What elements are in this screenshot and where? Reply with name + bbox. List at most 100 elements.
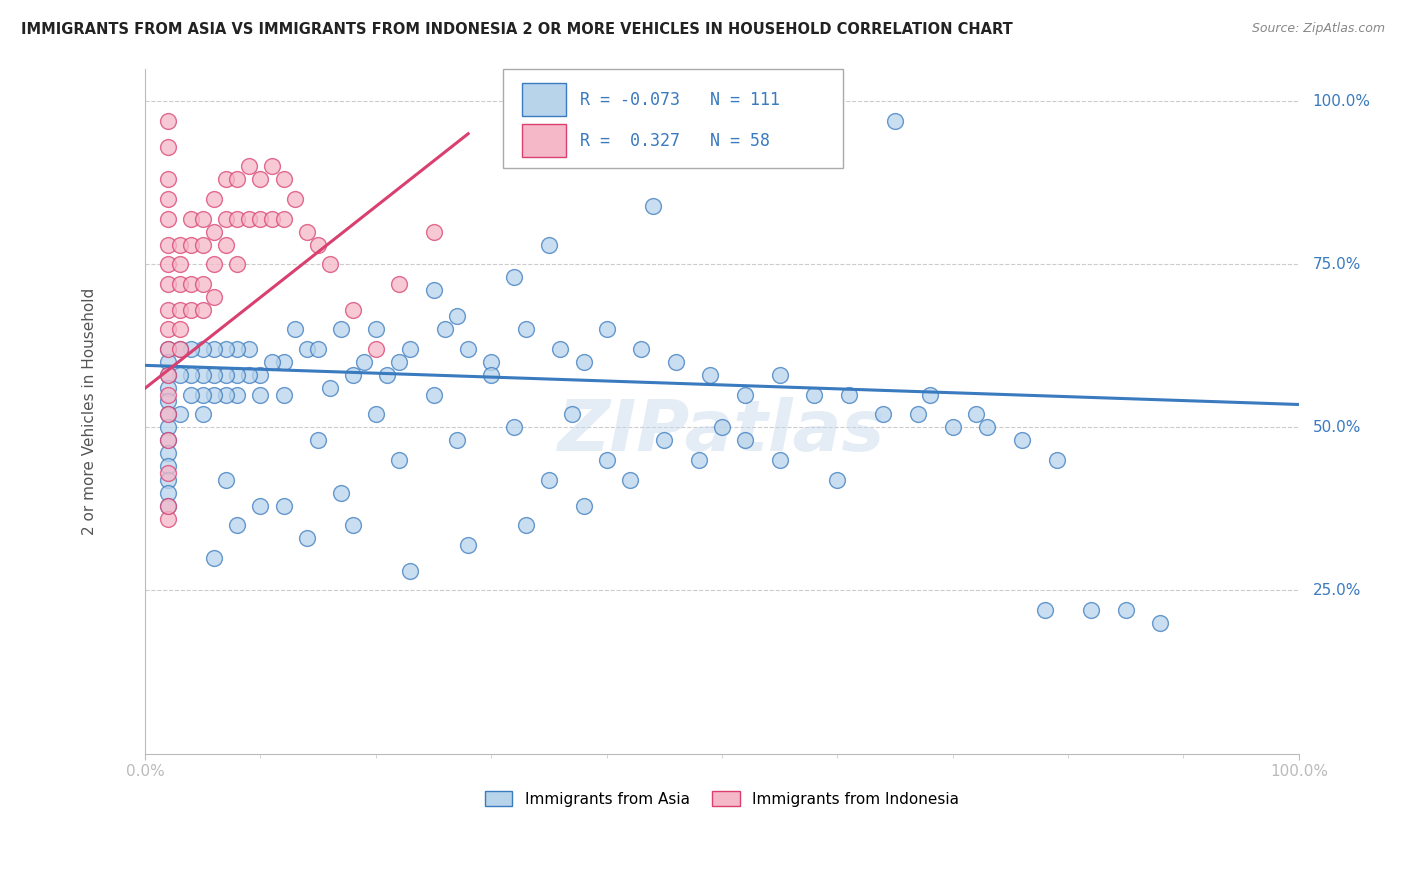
Point — [157, 420, 180, 434]
Point — [1149, 615, 1171, 630]
Point — [619, 473, 641, 487]
Point — [295, 342, 318, 356]
Point — [215, 473, 238, 487]
Point — [191, 342, 214, 356]
Point — [388, 355, 411, 369]
Point — [434, 322, 457, 336]
Point — [157, 499, 180, 513]
Point — [157, 407, 180, 421]
Point — [515, 518, 537, 533]
Point — [157, 381, 180, 395]
Point — [734, 387, 756, 401]
Point — [157, 113, 180, 128]
Point — [169, 237, 191, 252]
Point — [238, 211, 260, 226]
Point — [215, 172, 238, 186]
Text: IMMIGRANTS FROM ASIA VS IMMIGRANTS FROM INDONESIA 2 OR MORE VEHICLES IN HOUSEHOL: IMMIGRANTS FROM ASIA VS IMMIGRANTS FROM … — [21, 22, 1012, 37]
Point — [572, 355, 595, 369]
Point — [191, 387, 214, 401]
Point — [157, 407, 180, 421]
Point — [330, 322, 353, 336]
Point — [249, 172, 271, 186]
Legend: Immigrants from Asia, Immigrants from Indonesia: Immigrants from Asia, Immigrants from In… — [477, 783, 967, 814]
Point — [273, 172, 295, 186]
Point — [295, 531, 318, 545]
Point — [249, 211, 271, 226]
Point — [1011, 434, 1033, 448]
Text: ZIPatlas: ZIPatlas — [558, 397, 886, 466]
Point — [446, 310, 468, 324]
Point — [157, 473, 180, 487]
Point — [803, 387, 825, 401]
Point — [976, 420, 998, 434]
Point — [284, 192, 307, 206]
Point — [550, 342, 572, 356]
Point — [157, 434, 180, 448]
Bar — [523, 124, 567, 157]
Point — [688, 453, 710, 467]
Point — [180, 368, 202, 383]
Point — [884, 113, 907, 128]
Point — [942, 420, 965, 434]
Point — [249, 387, 271, 401]
Point — [157, 140, 180, 154]
Point — [273, 387, 295, 401]
Point — [202, 387, 225, 401]
Point — [457, 538, 479, 552]
Point — [388, 277, 411, 291]
Point — [595, 453, 617, 467]
Point — [364, 407, 387, 421]
Text: 25.0%: 25.0% — [1313, 582, 1361, 598]
Point — [353, 355, 375, 369]
Point — [422, 283, 444, 297]
Point — [273, 355, 295, 369]
Point — [180, 302, 202, 317]
Point — [226, 257, 249, 271]
Point — [157, 368, 180, 383]
Point — [226, 342, 249, 356]
Text: 75.0%: 75.0% — [1313, 257, 1361, 272]
Point — [422, 387, 444, 401]
Point — [215, 387, 238, 401]
Point — [238, 368, 260, 383]
Point — [342, 302, 364, 317]
Point — [364, 322, 387, 336]
Point — [479, 368, 502, 383]
Point — [202, 550, 225, 565]
Point — [260, 355, 283, 369]
Point — [169, 342, 191, 356]
Point — [330, 485, 353, 500]
Point — [907, 407, 929, 421]
Point — [226, 211, 249, 226]
Point — [157, 485, 180, 500]
Point — [238, 342, 260, 356]
Point — [157, 355, 180, 369]
Text: 50.0%: 50.0% — [1313, 420, 1361, 434]
Point — [1033, 603, 1056, 617]
Point — [1045, 453, 1067, 467]
Point — [307, 237, 329, 252]
Point — [503, 420, 526, 434]
Point — [561, 407, 583, 421]
Point — [838, 387, 860, 401]
Point — [202, 225, 225, 239]
Point — [422, 225, 444, 239]
Point — [180, 211, 202, 226]
Point — [342, 368, 364, 383]
Point — [457, 342, 479, 356]
Point — [515, 322, 537, 336]
Point — [180, 277, 202, 291]
Text: 100.0%: 100.0% — [1313, 94, 1371, 109]
Point — [399, 342, 422, 356]
Point — [260, 160, 283, 174]
Point — [665, 355, 688, 369]
Point — [157, 211, 180, 226]
Point — [630, 342, 652, 356]
Point — [226, 172, 249, 186]
Text: R = -0.073   N = 111: R = -0.073 N = 111 — [581, 91, 780, 109]
Point — [388, 453, 411, 467]
Point — [202, 342, 225, 356]
Point — [399, 564, 422, 578]
Point — [157, 322, 180, 336]
Point — [1080, 603, 1102, 617]
